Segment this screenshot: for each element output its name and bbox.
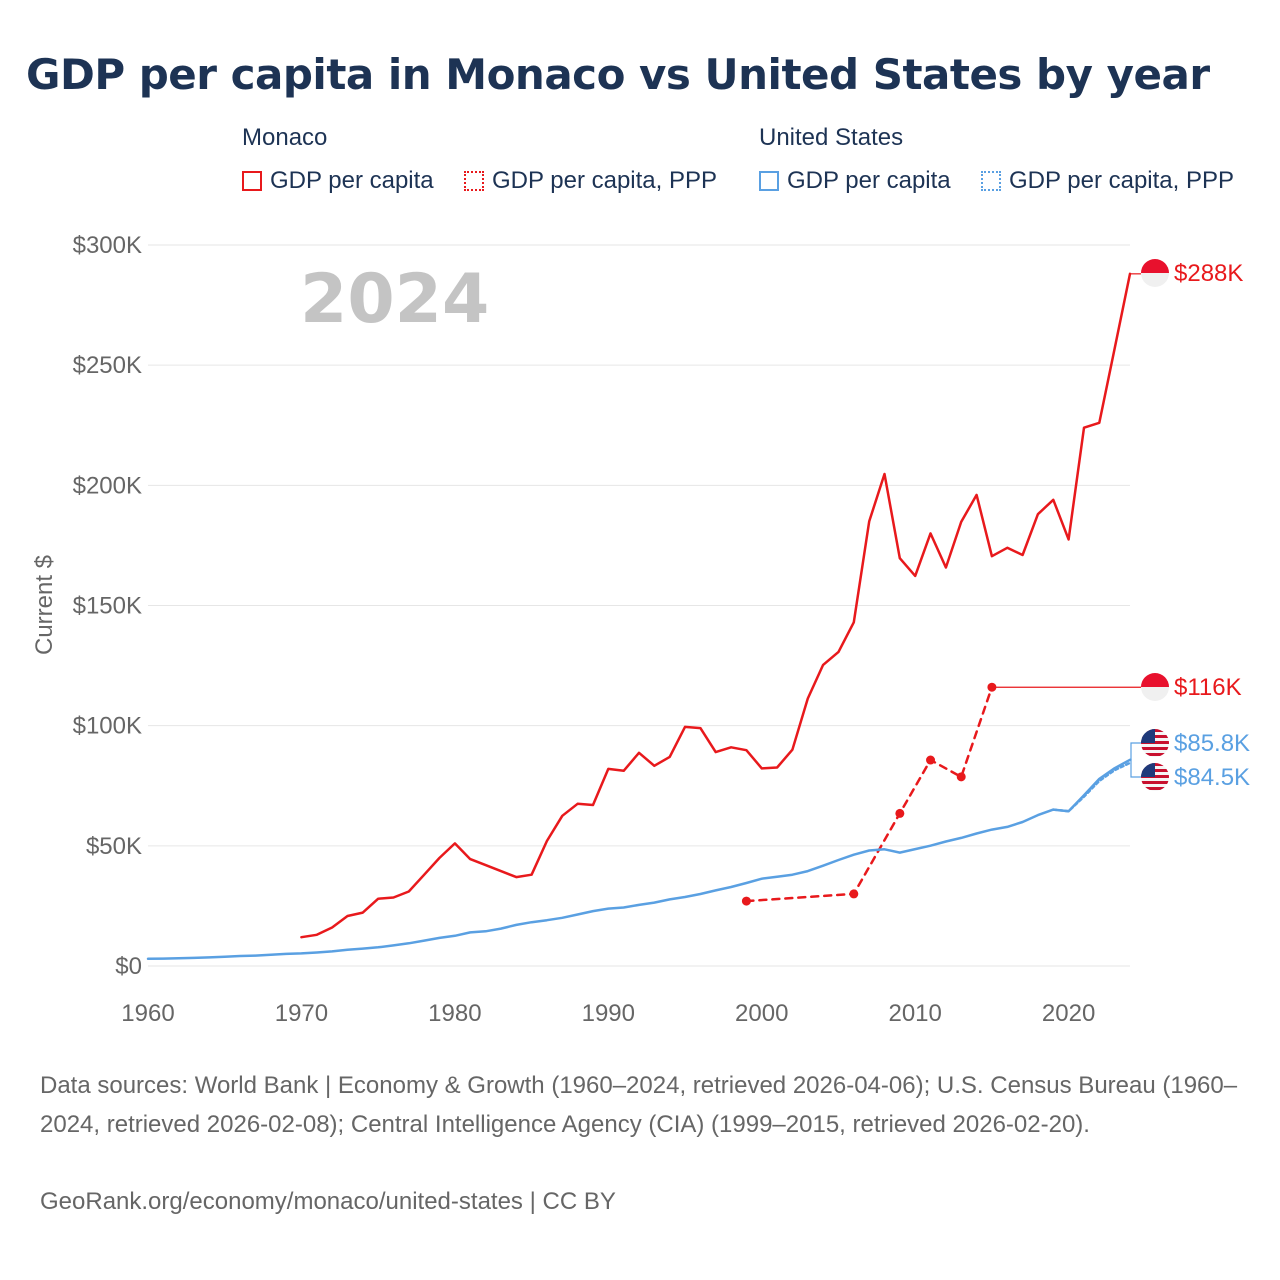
legend-group-us: United States <box>759 124 904 151</box>
legend-label: GDP per capita, PPP <box>1009 167 1234 194</box>
leader-line-us-ppp <box>1130 759 1141 778</box>
data-point <box>849 889 859 899</box>
us-flag-icon <box>1141 763 1169 791</box>
end-label-us-ppp: $84.5K <box>1174 764 1250 791</box>
series-line-monaco-dashed <box>745 685 994 903</box>
legend-item-us-ppp[interactable]: GDP per capita, PPP <box>981 166 1234 196</box>
x-tick-label: 1970 <box>275 1000 328 1027</box>
y-tick-label: $300K <box>73 232 142 259</box>
grid-lines <box>148 244 1130 967</box>
y-tick-label: $200K <box>73 472 142 499</box>
credit-link[interactable]: GeoRank.org/economy/monaco/united-states… <box>40 1188 616 1215</box>
legend-swatch-solid-red <box>242 171 262 191</box>
monaco-flag-icon <box>1141 673 1169 701</box>
data-point <box>926 755 936 765</box>
legend-group-monaco: Monaco <box>242 124 328 151</box>
end-label-monaco-ppp: $116K <box>1174 674 1242 701</box>
series-line-us-dotted <box>1052 761 1132 813</box>
x-axis-ticks: 1960 1970 1980 1990 2000 2010 2020 <box>121 1000 1095 1027</box>
x-tick-label: 1990 <box>582 1000 635 1027</box>
end-label-monaco-gdp: $288K <box>1174 260 1243 287</box>
y-tick-label: $150K <box>73 593 142 620</box>
y-axis-label: Current $ <box>31 555 58 655</box>
y-tick-label: $0 <box>115 953 142 980</box>
series-line-us-solid <box>146 758 1132 961</box>
us-flag-icon <box>1141 729 1169 757</box>
x-tick-label: 1980 <box>428 1000 481 1027</box>
series-lines <box>146 272 1132 961</box>
legend-swatch-dotted-blue <box>981 171 1001 191</box>
legend-label: GDP per capita, PPP <box>492 167 717 194</box>
legend-swatch-dotted-red <box>464 171 484 191</box>
y-tick-label: $250K <box>73 352 142 379</box>
x-tick-label: 2020 <box>1042 1000 1095 1027</box>
data-point <box>956 772 966 782</box>
year-watermark: 2024 <box>300 260 489 339</box>
y-tick-label: $100K <box>73 713 142 740</box>
chart-title: GDP per capita in Monaco vs United State… <box>26 50 1210 99</box>
legend-swatch-solid-blue <box>759 171 779 191</box>
y-tick-label: $50K <box>86 833 142 860</box>
data-point <box>741 896 751 906</box>
end-label-leaders <box>991 273 1141 778</box>
line-chart: $0 $50K $100K $150K $200K $250K $300K 1960 1970… <box>31 232 1250 1027</box>
legend-item-us-gdp[interactable]: GDP per capita <box>759 166 951 196</box>
leader-line-us-gdp <box>1130 742 1141 761</box>
x-tick-label: 2010 <box>888 1000 941 1027</box>
legend-item-monaco-ppp[interactable]: GDP per capita, PPP <box>464 166 717 196</box>
x-tick-label: 1960 <box>121 1000 174 1027</box>
y-axis-ticks: $0 $50K $100K $150K $200K $250K $300K <box>73 232 142 980</box>
x-tick-label: 2000 <box>735 1000 788 1027</box>
monaco-flag-icon <box>1141 259 1169 287</box>
legend-label: GDP per capita <box>270 167 434 194</box>
legend-label: GDP per capita <box>787 167 951 194</box>
series-line-monaco-solid <box>300 272 1132 939</box>
end-label-us-gdp: $85.8K <box>1174 730 1250 757</box>
data-sources: Data sources: World Bank | Economy & Gro… <box>40 1072 1238 1138</box>
legend-item-monaco-gdp[interactable]: GDP per capita <box>242 166 434 196</box>
data-point <box>895 808 905 818</box>
